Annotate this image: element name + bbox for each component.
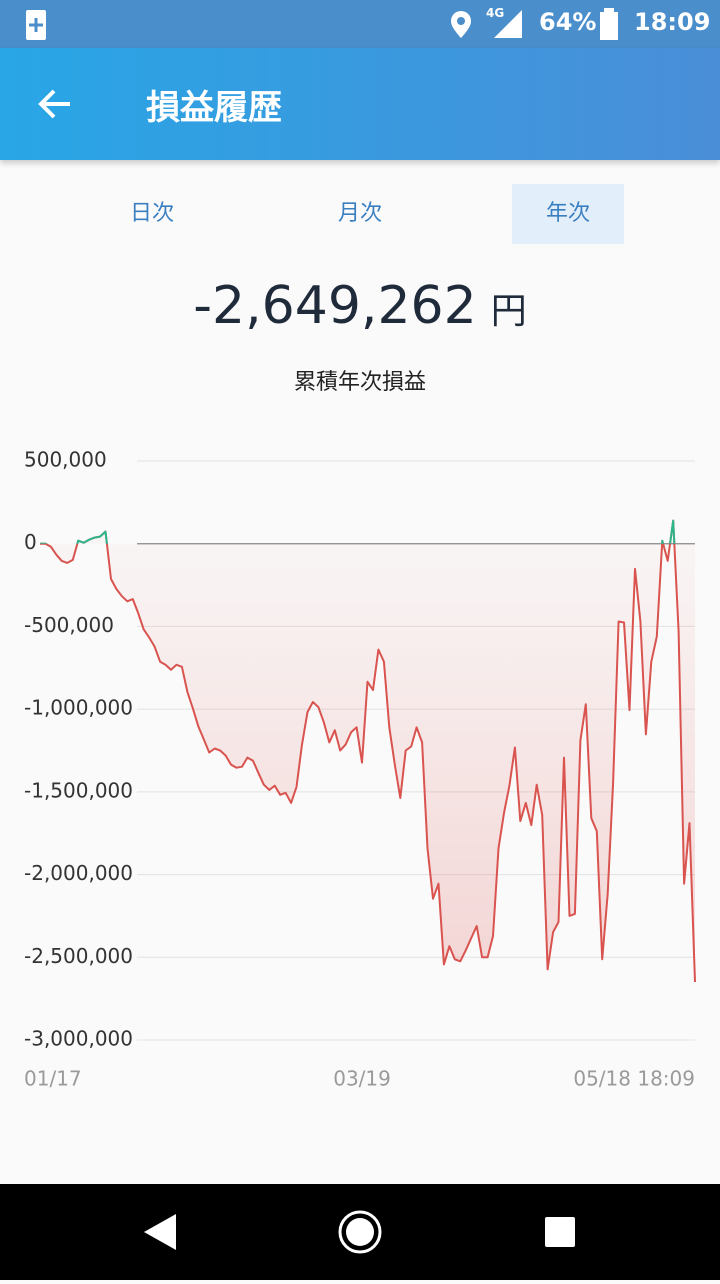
y-tick-label: 500,000: [24, 448, 107, 472]
amount-value: -2,649,262: [193, 276, 477, 336]
x-tick-label: 05/18 18:09: [573, 1067, 695, 1091]
total-amount: -2,649,262 円: [0, 276, 720, 336]
y-tick-label: -2,000,000: [24, 861, 133, 885]
clock: 18:09: [634, 8, 711, 36]
y-tick-label: -1,000,000: [24, 696, 133, 720]
tab[interactable]: 月次: [337, 201, 382, 226]
signal-icon: [494, 10, 522, 38]
x-tick-label: 03/19: [333, 1067, 391, 1091]
tab[interactable]: 年次: [512, 184, 624, 244]
battery-icon: [600, 12, 618, 40]
nav-recents[interactable]: [545, 1217, 575, 1247]
x-tick-label: 01/17: [24, 1067, 82, 1091]
status-bar: 4G 64% 18:09: [0, 0, 720, 48]
y-tick-label: -500,000: [24, 613, 114, 637]
area: [40, 520, 695, 982]
line: [40, 519, 696, 983]
app-bar: 損益履歴: [0, 48, 720, 160]
status-icons: [26, 8, 618, 40]
location-dot: [457, 17, 465, 25]
app-title: 損益履歴: [146, 88, 282, 128]
navigation-bar: [0, 1184, 720, 1280]
tab[interactable]: 日次: [129, 201, 174, 226]
nav-back[interactable]: [144, 1214, 176, 1250]
battery-cap: [604, 8, 614, 12]
nav-buttons: [144, 1210, 575, 1254]
amount-unit: 円: [490, 291, 527, 332]
battery-level: 64%: [539, 8, 597, 36]
nav-home-inner: [346, 1218, 374, 1246]
network-type: 4G: [486, 6, 505, 20]
chart: -3,000,000 -2,500,000 -2,000,000 -1,500,000…: [24, 448, 696, 1091]
y-tick-label: 0: [24, 530, 37, 554]
y-tick-label: -3,000,000: [24, 1027, 133, 1051]
y-tick-label: -2,500,000: [24, 944, 133, 968]
plus: [29, 18, 43, 32]
back-button[interactable]: [36, 84, 76, 124]
amount-label: 累積年次損益: [293, 370, 426, 395]
nav-home[interactable]: [338, 1210, 382, 1254]
y-tick-label: -1,500,000: [24, 778, 133, 802]
